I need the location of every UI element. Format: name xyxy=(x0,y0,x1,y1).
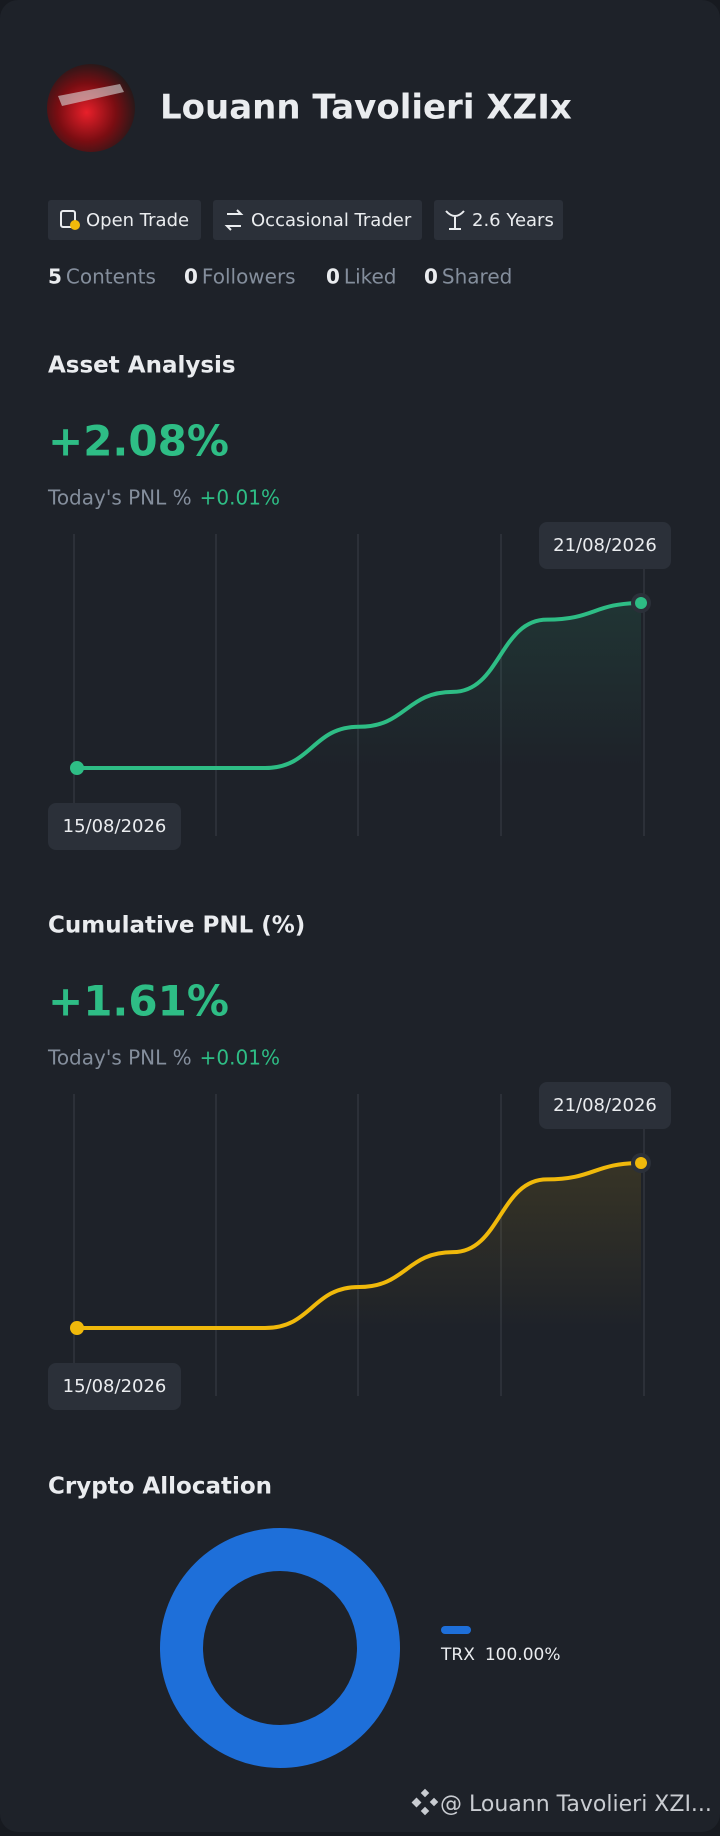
end-point xyxy=(635,597,647,609)
end-date: 21/08/2026 xyxy=(553,535,657,556)
tag-icon xyxy=(445,210,465,230)
stat-label[interactable]: Followers xyxy=(202,265,296,289)
stat-value: 0 xyxy=(326,265,340,289)
area xyxy=(77,603,641,768)
end-point xyxy=(635,1157,647,1169)
start-point xyxy=(70,1321,84,1335)
stat-value: 0 xyxy=(424,265,438,289)
pnl-value: +0.01% xyxy=(200,486,280,510)
line xyxy=(77,1161,642,1331)
headline-value: +1.61% xyxy=(48,977,229,1026)
end-date: 21/08/2026 xyxy=(553,1095,657,1116)
profile-name: Louann Tavolieri XZIx xyxy=(160,88,572,128)
tag-box xyxy=(213,200,422,240)
tag-icon xyxy=(70,220,80,230)
tag-box xyxy=(48,200,201,240)
stats: 5 Contents 0 Followers 0 Liked 0 Shared xyxy=(48,265,512,289)
line xyxy=(76,601,642,771)
start-point xyxy=(70,761,84,775)
line-chart: Asset Analysis +2.08% Today's PNL % +0.01% 2… xyxy=(47,353,671,850)
legend-value: 100.00% xyxy=(485,1645,561,1665)
allocation-chart: TRX 100.00% xyxy=(160,1528,561,1768)
stat-label[interactable]: Contents xyxy=(66,265,156,289)
pnl-value: +0.01% xyxy=(200,1046,280,1070)
stat-value: 5 xyxy=(48,265,62,289)
tag-box xyxy=(434,200,563,240)
date-badge xyxy=(539,1082,671,1129)
legend-swatch xyxy=(441,1626,471,1634)
pnl-label: Today's PNL % xyxy=(47,486,192,510)
tag-label: 2.6 Years xyxy=(472,210,554,231)
section-title: Crypto Allocation xyxy=(48,1474,272,1500)
date-badge xyxy=(48,803,181,850)
tag-icon xyxy=(60,210,76,228)
donut-segment xyxy=(160,1528,400,1768)
date-badge xyxy=(48,1363,181,1410)
watermark-icon xyxy=(411,1788,439,1816)
start-date: 15/08/2026 xyxy=(63,1376,167,1397)
stat-label[interactable]: Shared xyxy=(442,265,512,289)
area xyxy=(77,1163,641,1328)
legend-label: TRX xyxy=(440,1645,475,1665)
date-badge xyxy=(539,522,671,569)
avatar[interactable] xyxy=(47,64,135,152)
tag-label: Occasional Trader xyxy=(251,210,412,231)
charts: Asset Analysis +2.08% Today's PNL % +0.01% 2… xyxy=(47,353,671,1410)
headline-value: +2.08% xyxy=(48,417,229,466)
line-chart: Cumulative PNL (%) +1.61% Today's PNL % +0.… xyxy=(47,913,671,1410)
pnl-label: Today's PNL % xyxy=(47,1046,192,1070)
stat-label[interactable]: Liked xyxy=(344,265,397,289)
tag-icon xyxy=(224,209,244,231)
avatar-detail xyxy=(58,84,124,106)
start-date: 15/08/2026 xyxy=(63,816,167,837)
section-title: Asset Analysis xyxy=(48,353,236,379)
stat-value: 0 xyxy=(184,265,198,289)
watermark: @ Louann Tavolieri XZI... xyxy=(440,1792,712,1817)
section-title: Cumulative PNL (%) xyxy=(48,913,305,939)
tag-label: Open Trade xyxy=(86,210,189,231)
